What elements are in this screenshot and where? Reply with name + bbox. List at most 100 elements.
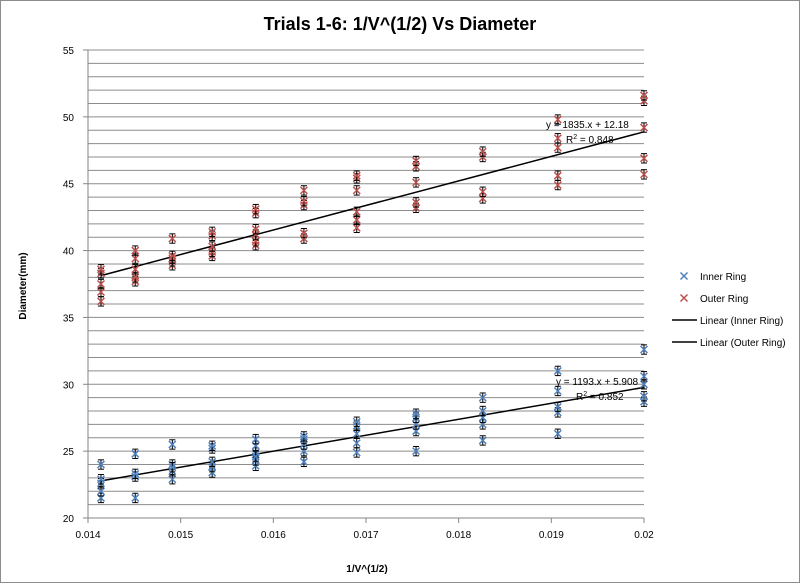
trendline-r2: R2 = 0.852 <box>576 391 624 403</box>
x-tick-label: 0.019 <box>539 530 564 541</box>
data-point <box>352 215 361 224</box>
data-point <box>639 123 649 132</box>
data-point <box>131 254 140 263</box>
data-point <box>639 392 649 401</box>
data-point <box>299 457 308 466</box>
x-tick-label: 0.015 <box>168 530 193 541</box>
chart-title: Trials 1-6: 1/V^(1/2) Vs Diameter <box>264 14 537 34</box>
y-tick-label: 35 <box>63 313 75 324</box>
data-point <box>251 435 260 444</box>
plot-area: 20 25 30 35 40 45 50 55 0.014 0.015 0.016 0.017 0.01… <box>63 46 654 541</box>
data-point <box>478 187 487 196</box>
legend-marker <box>679 271 689 281</box>
data-point <box>131 265 140 274</box>
y-tick-label: 40 <box>63 247 75 258</box>
data-point <box>639 91 649 100</box>
data-point <box>639 345 649 354</box>
legend-label: Inner Ring <box>700 272 746 283</box>
data-point <box>478 436 487 445</box>
data-point <box>639 372 649 381</box>
data-point <box>478 393 487 402</box>
data-point <box>251 225 260 234</box>
data-point <box>299 229 308 238</box>
y-tick-label: 20 <box>63 514 75 525</box>
data-point <box>352 417 361 426</box>
x-axis-label: 1/V^(1/2) <box>346 564 387 575</box>
data-point <box>553 115 562 124</box>
data-point <box>412 409 421 418</box>
data-point <box>352 207 361 216</box>
data-point <box>352 223 361 232</box>
data-point <box>96 279 106 289</box>
data-point <box>208 227 217 236</box>
data-point <box>553 366 562 375</box>
data-point <box>553 429 562 438</box>
data-point <box>131 449 140 458</box>
data-point <box>168 251 177 260</box>
data-point <box>168 234 177 243</box>
data-point <box>96 475 106 484</box>
data-point <box>208 457 217 466</box>
x-tick-label: 0.016 <box>261 530 286 541</box>
data-point <box>168 475 177 484</box>
data-point <box>131 493 140 502</box>
data-point <box>412 178 421 187</box>
legend: Inner Ring Outer Ring Linear (Inner Ring) L… <box>672 271 786 349</box>
data-point <box>352 171 361 180</box>
data-point <box>639 380 649 389</box>
data-point <box>251 205 260 214</box>
trendline-equation: y = 1835.x + 12.18 <box>546 120 629 131</box>
data-point <box>352 448 361 457</box>
legend-marker <box>679 293 689 303</box>
trendline-equation: y = 1193.x + 5.908 <box>556 377 639 388</box>
trendline <box>100 386 645 482</box>
data-point <box>478 147 487 156</box>
data-point <box>553 386 562 396</box>
data-point <box>96 287 106 297</box>
data-point <box>96 265 106 274</box>
data-point <box>208 441 217 450</box>
data-point <box>553 143 562 152</box>
y-tick-label: 45 <box>63 180 75 191</box>
y-tick-label: 25 <box>63 447 75 458</box>
data-point <box>412 447 421 456</box>
data-point <box>168 463 177 472</box>
data-point <box>639 154 649 163</box>
data-point <box>299 197 308 206</box>
data-point <box>96 297 106 306</box>
y-axis-label: Diameter(mm) <box>18 252 29 319</box>
y-tick-label: 50 <box>63 113 75 124</box>
legend-label: Outer Ring <box>700 294 748 305</box>
legend-label: Linear (Outer Ring) <box>700 338 786 349</box>
y-tick-label: 55 <box>63 46 75 57</box>
data-point <box>96 487 106 496</box>
data-point <box>131 273 140 282</box>
data-point <box>251 452 260 461</box>
data-point <box>553 181 562 190</box>
data-point <box>208 242 217 251</box>
data-point <box>168 440 177 449</box>
y-tick-label: 30 <box>63 380 75 391</box>
data-point <box>352 186 361 195</box>
x-tick-label: 0.017 <box>353 530 378 541</box>
data-point <box>352 439 361 448</box>
data-point <box>553 402 562 412</box>
data-point <box>478 406 487 416</box>
data-point <box>412 198 421 207</box>
data-point <box>352 429 361 438</box>
data-point <box>412 156 421 166</box>
data-point <box>639 170 649 179</box>
data-point <box>131 246 140 255</box>
data-point <box>299 432 308 441</box>
x-tick-label: 0.014 <box>75 530 100 541</box>
data-point <box>96 460 106 469</box>
x-tick-label: 0.018 <box>446 530 471 541</box>
trendline-r2: R2 = 0.848 <box>566 134 614 146</box>
legend-label: Linear (Inner Ring) <box>700 316 783 327</box>
x-tick-label: 0.02 <box>634 530 654 541</box>
trendline <box>100 131 645 277</box>
data-point <box>553 134 562 143</box>
